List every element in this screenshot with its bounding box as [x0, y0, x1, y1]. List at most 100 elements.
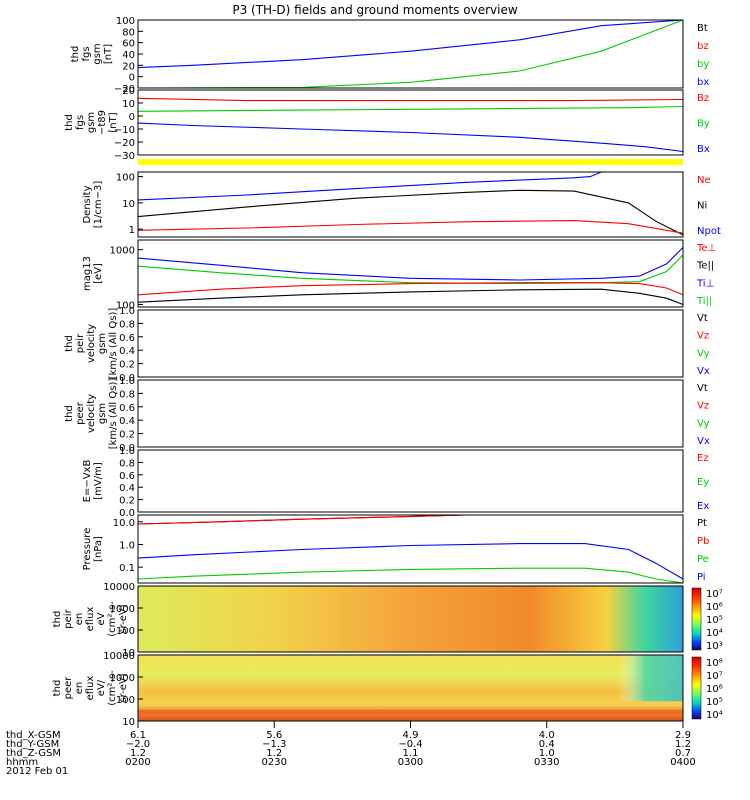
colorbar-tick-label: 10⁵ [706, 697, 723, 708]
y-tick-label: 0.8 [119, 389, 135, 400]
colorbar-tick-label: 10⁴ [706, 628, 723, 639]
series-line-blue [137, 543, 684, 580]
y-axis-label: [eV] [93, 263, 104, 284]
y-axis-label: thd [70, 46, 81, 63]
y-axis-label: −t89 [97, 110, 108, 135]
y-axis-label: fgs [81, 46, 92, 61]
y-axis-label: [nT] [103, 44, 114, 64]
colorbar-tick-label: 10³ [706, 641, 723, 652]
legend-entry: Ey [697, 477, 709, 488]
colorbar [691, 656, 702, 720]
series-line-green [137, 19, 684, 89]
panel-pressure: 10.0 1.0 0.1 Pressure [nPa] Pt Pb Pe Pi [82, 514, 709, 584]
legend-entry: Ti|| [696, 296, 712, 307]
x-tick-gsm-y: −1.3 [262, 739, 286, 750]
y-tick-label: 1.0 [119, 540, 135, 551]
legend-entry: Pb [697, 536, 709, 547]
legend-entry: Ex [697, 501, 709, 512]
y-tick-label: 10 [122, 717, 135, 728]
y-tick-label: 100 [116, 173, 135, 184]
colorbar-tick-label: 10⁵ [706, 615, 723, 626]
panel-bdsl: 20 10 0 −10 −20 −30 thd fgs gsm −t89 [nT] Bz By Bx [64, 86, 710, 162]
y-tick-label: 0 [129, 112, 135, 123]
y-axis-label: gsm [92, 43, 103, 64]
series-line-green [137, 254, 684, 285]
panel-vi: 1.0 0.8 0.6 0.4 0.2 0.0 thd peir velocity gsm [km/… [64, 306, 710, 384]
legend-entry: Te|| [696, 261, 714, 272]
y-tick-label: 60 [122, 39, 135, 50]
y-axis-label: gsm [97, 333, 108, 354]
series-line-red [137, 220, 684, 234]
y-tick-label: 0.4 [119, 416, 135, 427]
legend-entry: Ti⊥ [696, 278, 714, 289]
y-tick-label: 20 [122, 86, 135, 97]
panel-frame [137, 239, 684, 308]
y-tick-label: 10 [122, 99, 135, 110]
series-line-blue [137, 247, 684, 281]
y-tick-label: 1 [129, 225, 135, 236]
panel-frame [137, 19, 684, 89]
y-tick-label: 0.2 [119, 496, 135, 507]
legend-entry: Bt [697, 23, 708, 34]
y-axis-label: Pressure [82, 528, 93, 571]
y-axis-label: thd [52, 680, 63, 697]
y-tick-label: 0.1 [119, 563, 135, 574]
y-axis-label: [nT] [108, 112, 119, 132]
y-tick-label: 10000 [103, 651, 135, 662]
y-axis-label: sr-eV) [118, 604, 129, 633]
colorbar [691, 587, 702, 651]
y-tick-label: −20 [114, 84, 135, 95]
panel-temp: 1000 100 mag13 [eV] Te⊥ Te|| Ti⊥ Ti|| [82, 239, 716, 311]
y-axis-label: velocity [86, 324, 97, 363]
y-axis-label: velocity [86, 394, 97, 433]
legend-entry: Bz [697, 93, 709, 104]
y-tick-label: 0.8 [119, 319, 135, 330]
y-tick-label: 100 [116, 300, 135, 311]
y-tick-label: 40 [122, 50, 135, 61]
legend-entry: Pi [697, 572, 706, 583]
panel-frame [137, 309, 684, 378]
legend-entry: Vx [697, 366, 710, 377]
y-axis-label: peir [75, 333, 86, 353]
legend-entry: bx [697, 77, 709, 88]
y-axis-label: (cm²-s- [107, 601, 118, 637]
y-axis-label: eV/ [96, 679, 107, 696]
x-row-label: thd_Y-GSM [6, 739, 59, 750]
y-tick-label: −10 [114, 125, 135, 136]
series-line-red [137, 514, 466, 525]
colorbar-tick-label: 10⁴ [706, 710, 723, 721]
colorbar-tick-label: 10⁸ [706, 658, 723, 669]
y-tick-label: 0.2 [119, 430, 135, 441]
x-row-label: thd_Z-GSM [6, 748, 61, 759]
y-tick-label: 80 [122, 27, 135, 38]
x-tick-gsm-z: 1.0 [539, 748, 555, 759]
x-tick-time: 0330 [534, 757, 559, 768]
y-axis-label: eflux [85, 607, 96, 632]
y-tick-label: 0.0 [119, 373, 135, 384]
colorbar-tick-label: 10⁶ [706, 602, 723, 613]
y-tick-label: 10 [122, 199, 135, 210]
x-row-label: hhmm [6, 757, 38, 768]
x-tick-gsm-z: 1.2 [266, 748, 282, 759]
y-axis-label: [mV/m] [93, 462, 104, 500]
series-line-red [137, 97, 684, 102]
y-tick-label: 100 [116, 695, 135, 706]
y-axis-label: [km/s (All Qs)] [108, 308, 119, 380]
x-tick-gsm-y: −2.0 [126, 739, 150, 750]
panel-frame [137, 449, 684, 513]
colorbar-tick-label: 10⁶ [706, 684, 723, 695]
y-tick-label: 20 [122, 61, 135, 72]
x-tick-gsm-x: 4.9 [403, 730, 419, 741]
y-tick-label: 0.4 [119, 346, 135, 357]
y-axis-label: eflux [85, 676, 96, 701]
x-tick-gsm-z: 0.7 [675, 748, 691, 759]
x-tick-gsm-y: 0.4 [539, 739, 555, 750]
legend-entry: Vy [697, 418, 710, 429]
y-axis-label: [nPa] [93, 536, 104, 562]
legend-entry: Bx [697, 144, 710, 155]
panel-frame [137, 514, 684, 584]
panel-density: 100 10 1 Density [1/cm−3] Ne Ni Npot [82, 171, 721, 238]
legend-entry: Vz [697, 401, 709, 412]
